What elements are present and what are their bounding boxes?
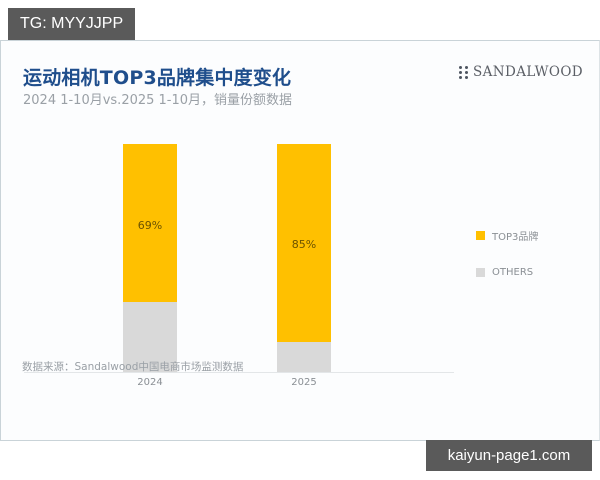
- bar-2024-others-segment: [123, 302, 177, 372]
- bar-2025: [277, 144, 331, 372]
- watermark-top: TG: MYYJJPP: [8, 8, 136, 40]
- stacked-bar-chart: 69% 85% 2024 2025 TOP3品牌 OTHERS 数据来源：San…: [22, 144, 538, 388]
- bar-2025-top3-segment: [277, 144, 331, 342]
- brand-logo: SANDALWOOD: [459, 64, 583, 80]
- watermark-bottom: kaiyun-page1.com: [426, 440, 592, 471]
- legend-swatch-top3-icon: [476, 231, 485, 240]
- bar-2024-value-label: 69%: [137, 219, 163, 232]
- bar-2025-others-segment: [277, 342, 331, 372]
- brand-name: SANDALWOOD: [473, 64, 584, 80]
- legend-label-others: OTHERS: [492, 267, 534, 278]
- bar-2025-value-label: 85%: [291, 238, 317, 251]
- legend-item-others: OTHERS: [476, 267, 533, 278]
- x-tick-2025: 2025: [291, 377, 317, 388]
- sandalwood-logo-icon: [459, 65, 470, 79]
- bar-2024: [123, 144, 177, 372]
- legend-item-top3: TOP3品牌: [476, 228, 538, 243]
- legend-swatch-others-icon: [476, 268, 485, 277]
- legend-label-top3: TOP3品牌: [492, 232, 539, 243]
- bar-2024-top3-segment: [123, 144, 177, 302]
- data-source-note: 数据来源：Sandalwood中国电商市场监测数据: [22, 361, 244, 373]
- chart-title: 运动相机TOP3品牌集中度变化: [23, 67, 292, 89]
- chart-subtitle: 2024 1-10月vs.2025 1-10月，销量份额数据: [23, 93, 293, 108]
- x-tick-2024: 2024: [137, 377, 163, 388]
- x-axis-line: [24, 372, 454, 373]
